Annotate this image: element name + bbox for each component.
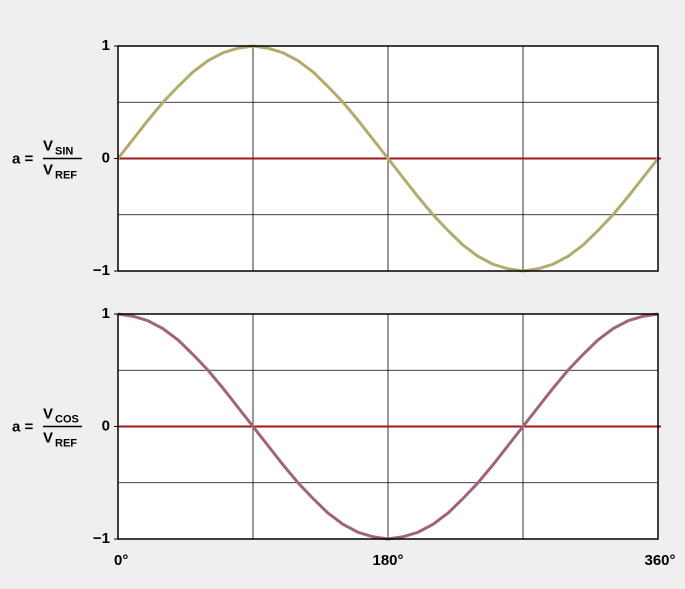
y-tick-label: 1 bbox=[102, 37, 110, 54]
ylabel-numerator: V bbox=[43, 137, 53, 154]
y-tick-label: 0 bbox=[102, 149, 110, 166]
x-tick-label: 180° bbox=[372, 552, 403, 569]
plot-border bbox=[117, 45, 659, 272]
ylabel-numerator: V bbox=[43, 405, 53, 422]
ylabel-prefix: a = bbox=[12, 150, 34, 167]
ylabel-denominator: V bbox=[43, 161, 53, 178]
ylabel-numerator-sub: SIN bbox=[55, 145, 73, 157]
x-tick-label: 360° bbox=[644, 552, 675, 569]
ylabel-prefix: a = bbox=[12, 418, 34, 435]
line-series bbox=[116, 44, 660, 273]
ylabel-denominator: V bbox=[43, 429, 53, 446]
x-tick-label: 0° bbox=[114, 552, 128, 569]
y-tick-label: 1 bbox=[102, 305, 110, 322]
y-tick-label: −1 bbox=[93, 262, 110, 279]
y-tick-label: 0 bbox=[102, 417, 110, 434]
y-tick-label: −1 bbox=[93, 530, 110, 547]
ylabel-denominator-sub: REF bbox=[55, 169, 77, 181]
ylabel-denominator-sub: REF bbox=[55, 437, 77, 449]
ylabel-numerator-sub: COS bbox=[55, 413, 79, 425]
plot-border bbox=[117, 313, 659, 540]
